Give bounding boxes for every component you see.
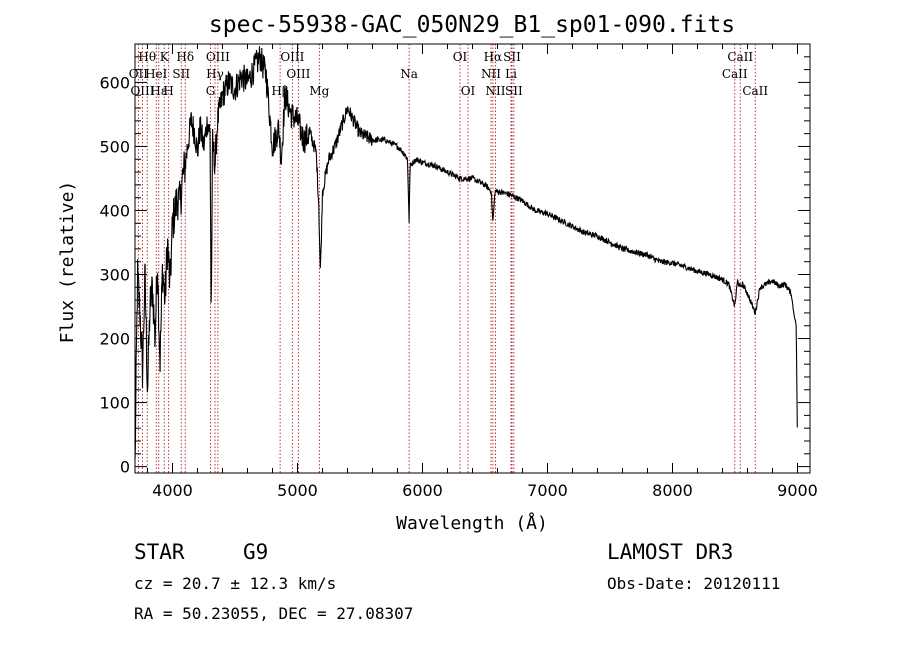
spectral-line-label: CaII [722, 67, 748, 81]
x-tick-label: 7000 [527, 481, 568, 500]
y-tick-label: 500 [99, 137, 130, 156]
redshift-text: cz = 20.7 ± 12.3 km/s [134, 574, 337, 593]
x-tick-label: 8000 [652, 481, 693, 500]
spectral-line-label: OIII [206, 50, 230, 64]
spectral-line-label: Mg [309, 84, 329, 98]
object-class: STAR [134, 540, 185, 564]
spectral-line-label: K [160, 50, 170, 64]
spectral-line-label: OIII [130, 84, 154, 98]
spectral-line-label: OI [453, 50, 468, 64]
spectral-line-label: Hγ [206, 67, 224, 81]
y-axis-ticks: 0 100 200 300 400 500 600 [99, 56, 810, 477]
y-tick-label: 0 [120, 458, 130, 477]
spectral-line-label: Hε [150, 84, 167, 98]
y-tick-label: 400 [99, 201, 130, 220]
object-subclass: G9 [243, 540, 269, 564]
plot-frame [134, 43, 811, 474]
y-tick-label: 300 [99, 266, 130, 285]
y-axis-label: Flux (relative) [57, 181, 78, 344]
spectral-line-label: OI [461, 84, 476, 98]
spectral-line-label: OII [129, 67, 149, 81]
spectral-line-label: NII [481, 67, 501, 81]
x-tick-label: 4000 [152, 481, 193, 500]
spectral-line-label: SII [505, 84, 523, 98]
spectral-line-label: CaII [727, 50, 753, 64]
coordinates-text: RA = 50.23055, DEC = 27.08307 [134, 604, 414, 623]
survey-name: LAMOST DR3 [607, 540, 734, 564]
spectral-line-label: HeI [145, 67, 168, 81]
y-tick-label: 200 [99, 330, 130, 349]
spectral-line-label: H [163, 84, 173, 98]
spectral-line-label: NII [486, 84, 506, 98]
spectral-line-label: OIII [280, 50, 304, 64]
x-tick-label: 6000 [402, 481, 443, 500]
spectral-line-label: Hα [484, 50, 503, 64]
spectral-line-label: Na [400, 67, 418, 81]
y-tick-label: 600 [99, 73, 130, 92]
x-axis-ticks: 4000 5000 6000 7000 8000 9000 [147, 44, 818, 500]
spectral-line-label: CaII [742, 84, 768, 98]
spectral-line-markers [137, 44, 756, 473]
chart-title: spec-55938-GAC_050N29_B1_sp01-090.fits [209, 12, 735, 38]
spectral-line-label: Hθ [138, 50, 156, 64]
spectral-line-label: G [206, 84, 216, 98]
flux-series-line [134, 46, 798, 460]
spectral-line-label: Li [505, 67, 517, 81]
y-tick-label: 100 [99, 394, 130, 413]
x-tick-label: 5000 [277, 481, 318, 500]
x-axis-label: Wavelength (Å) [396, 512, 548, 534]
spectral-line-label: SII [172, 67, 190, 81]
spectral-line-label: Hδ [176, 50, 194, 64]
x-tick-label: 9000 [777, 481, 818, 500]
spectral-line-label: OIII [286, 67, 310, 81]
observation-date: Obs-Date: 20120111 [607, 574, 781, 593]
spectral-line-label: SII [503, 50, 521, 64]
